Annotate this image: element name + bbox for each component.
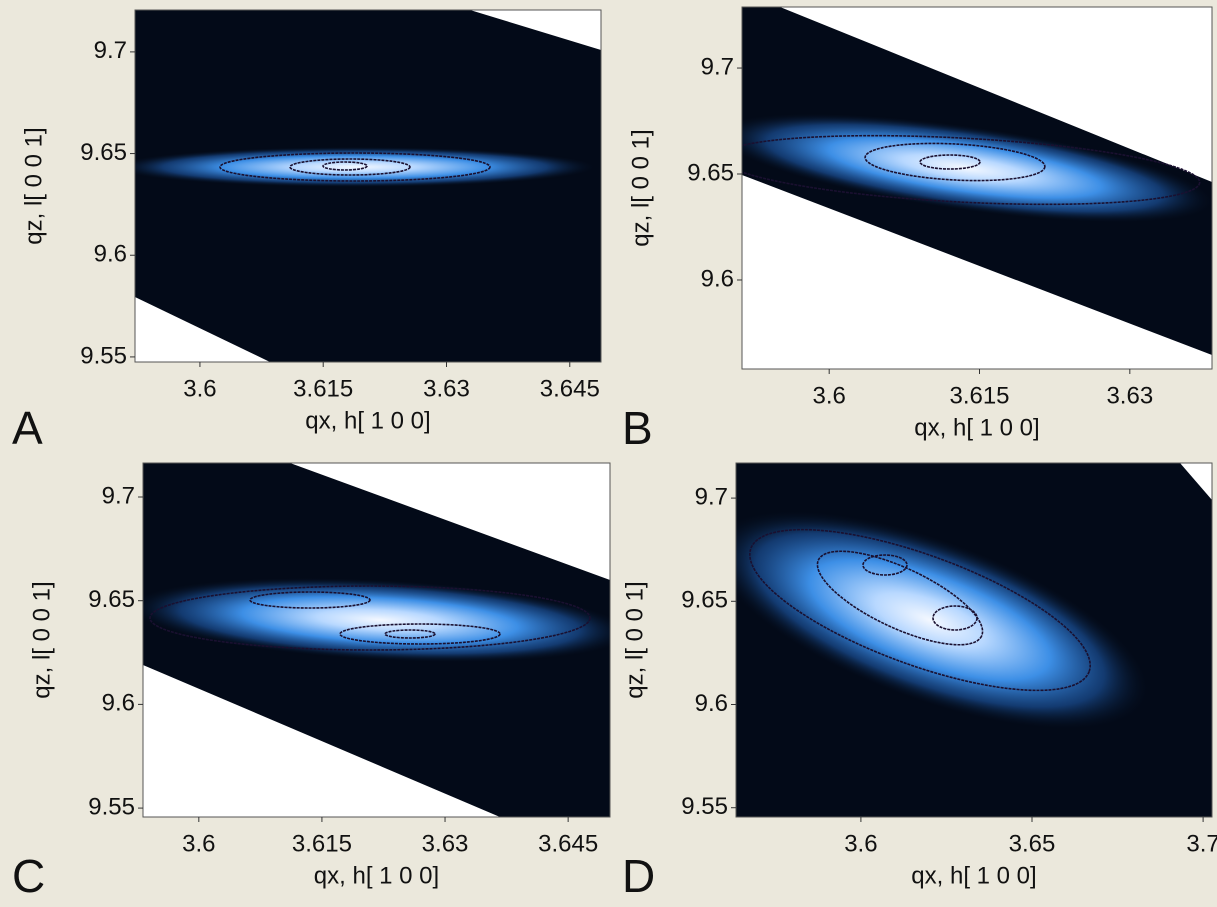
x-tick-label: 3.615 <box>292 830 352 857</box>
x-tick-label: 3.63 <box>1106 382 1153 409</box>
plot-frame <box>142 462 611 818</box>
x-axis-label: qx, h[ 1 0 0] <box>314 862 439 889</box>
contour <box>749 528 1091 692</box>
contour <box>322 161 368 171</box>
x-axis-label: qx, h[ 1 0 0] <box>305 407 430 434</box>
panel-label: A <box>12 402 43 454</box>
y-tick-label: 9.65 <box>681 587 728 614</box>
x-tick-label: 3.645 <box>540 375 600 402</box>
region <box>470 10 601 50</box>
contour <box>339 623 501 645</box>
region <box>1180 463 1212 500</box>
heatmap <box>135 10 601 362</box>
x-tick-label: 3.6 <box>182 830 215 857</box>
y-tick-label: 9.55 <box>80 342 127 369</box>
intensity-glow <box>736 511 1148 729</box>
y-tick-label: 9.7 <box>695 483 728 510</box>
contour <box>219 152 491 182</box>
y-axis-label: qz, l[ 0 0 1] <box>627 129 654 246</box>
plot-frame <box>741 6 1213 370</box>
intensity-glow <box>143 577 610 663</box>
x-tick-label: 3.6 <box>812 382 845 409</box>
x-tick-label: 3.615 <box>293 375 353 402</box>
y-tick-label: 9.7 <box>701 53 734 80</box>
y-tick-label: 9.6 <box>94 241 127 268</box>
chart-panel: 3.6 3.615 3.63 3.645 9.55 9.6 9.65 9.7 qx, h[ 1 … <box>12 462 611 902</box>
heatmap <box>742 7 1212 369</box>
contour <box>249 591 371 609</box>
y-tick-label: 9.65 <box>687 159 734 186</box>
contour <box>289 158 411 176</box>
heatmap <box>736 463 1212 817</box>
panel-label: D <box>622 850 655 902</box>
chart-panel: 3.6 3.615 3.63 3.645 9.55 9.6 9.65 9.7 qx, h[ 1 … <box>12 9 602 454</box>
y-tick-label: 9.7 <box>94 37 127 64</box>
y-axis-label: qz, l[ 0 0 1] <box>621 581 648 698</box>
y-axis-label: qz, l[ 0 0 1] <box>28 581 55 698</box>
panel-label: C <box>12 850 45 902</box>
plot-frame <box>134 9 602 363</box>
y-tick-label: 9.6 <box>695 690 728 717</box>
contour <box>149 585 591 651</box>
x-tick-label: 3.7 <box>1186 830 1217 857</box>
panel-label: B <box>622 402 653 454</box>
plot-frame <box>735 462 1213 818</box>
y-axis-label: qz, l[ 0 0 1] <box>20 127 47 244</box>
y-tick-label: 9.65 <box>80 139 127 166</box>
x-tick-label: 3.6 <box>183 375 216 402</box>
contour <box>862 554 908 576</box>
x-tick-label: 3.65 <box>1009 830 1056 857</box>
x-tick-label: 3.63 <box>422 830 469 857</box>
contour <box>384 629 436 639</box>
chart-panel: 3.6 3.65 3.7 9.55 9.6 9.65 9.7 qx, h[ 1 0 0] qz,… <box>621 462 1217 902</box>
contour <box>932 605 978 631</box>
x-tick-label: 3.63 <box>423 375 470 402</box>
region <box>135 297 270 362</box>
y-tick-label: 9.55 <box>88 793 135 820</box>
x-tick-label: 3.615 <box>949 382 1009 409</box>
chart-panel: 3.6 3.615 3.63 9.6 9.65 9.7 qx, h[ 1 0 0] qz, l… <box>622 6 1213 454</box>
x-tick-label: 3.645 <box>538 830 598 857</box>
heatmap <box>143 463 610 817</box>
x-axis-label: qx, h[ 1 0 0] <box>911 862 1036 889</box>
contour <box>864 142 1046 182</box>
y-tick-label: 9.6 <box>102 690 135 717</box>
y-tick-label: 9.6 <box>701 265 734 292</box>
x-tick-label: 3.6 <box>844 830 877 857</box>
contour <box>742 134 1201 206</box>
y-tick-label: 9.55 <box>681 793 728 820</box>
y-tick-label: 9.65 <box>88 586 135 613</box>
contour <box>816 550 984 646</box>
y-tick-label: 9.7 <box>102 482 135 509</box>
contour <box>919 154 981 170</box>
x-axis-label: qx, h[ 1 0 0] <box>914 414 1039 441</box>
